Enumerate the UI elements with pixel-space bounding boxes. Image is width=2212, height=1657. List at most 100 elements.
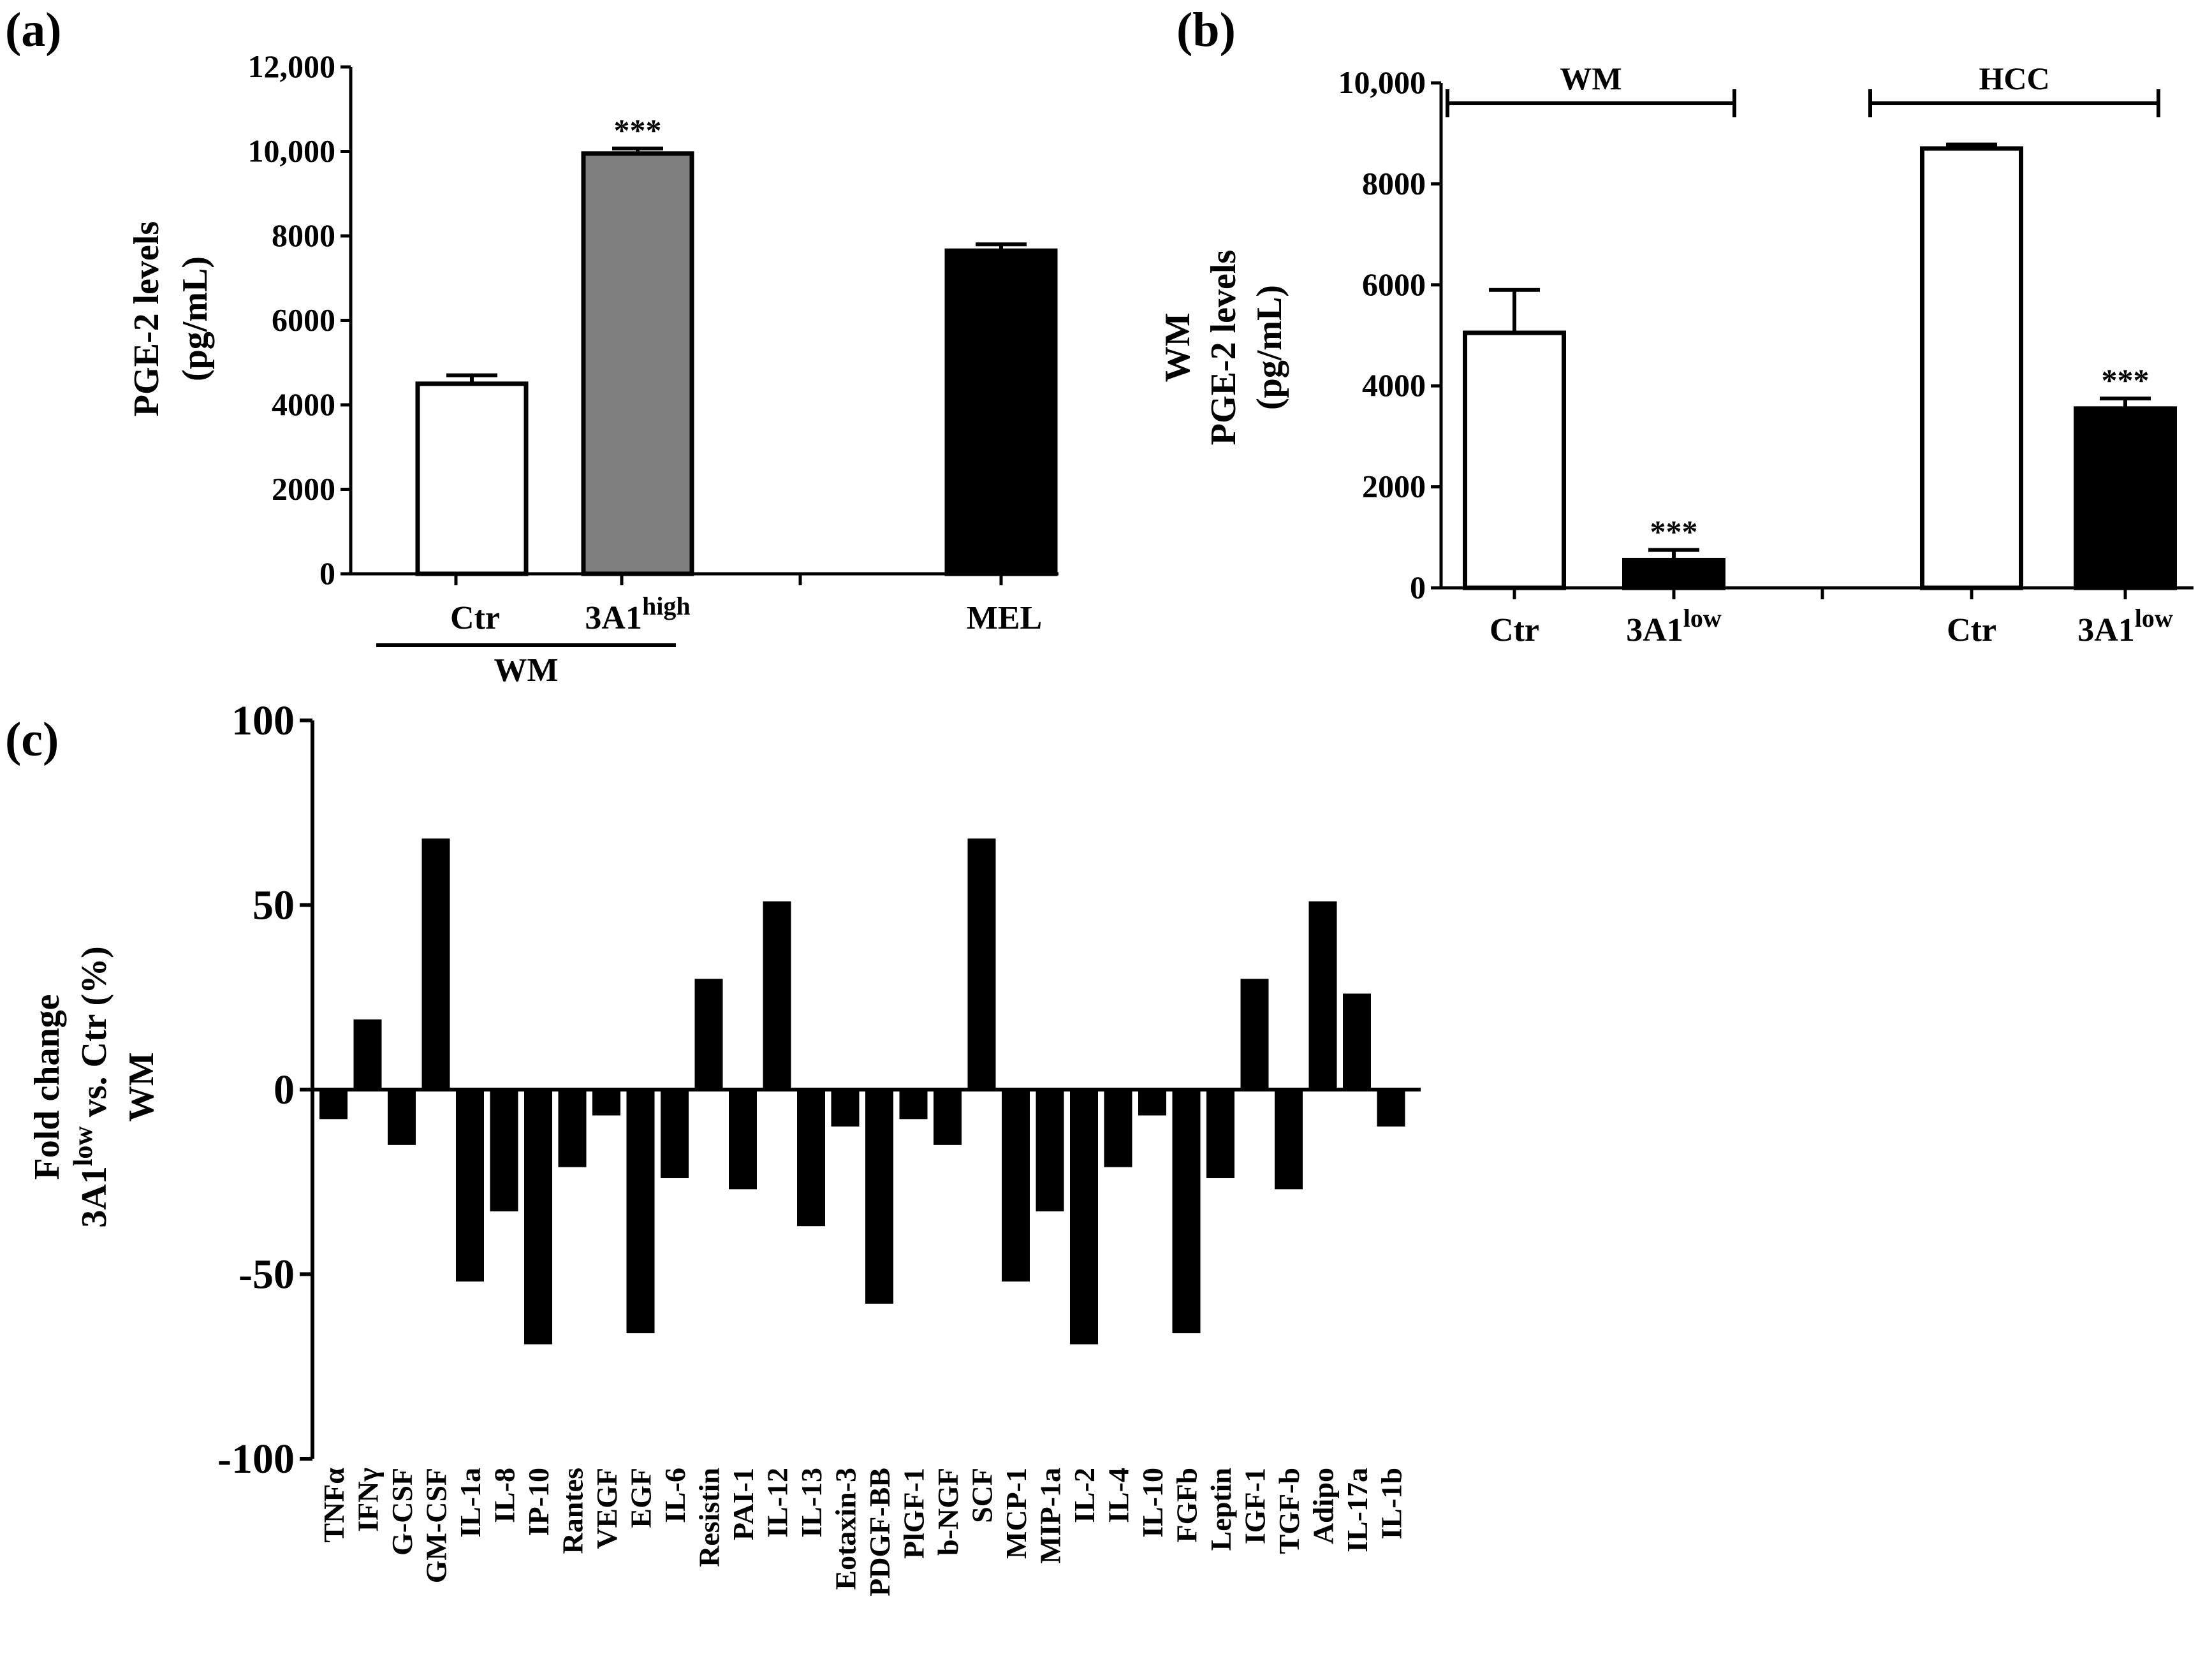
c-x-label-8: VEGF: [590, 1468, 623, 1549]
c-y-label-line: 3A1: [75, 1166, 114, 1227]
panel-label-c: (c): [5, 713, 59, 766]
a-y-tick-label: 0: [319, 555, 335, 591]
c-x-label-4: IL-1a: [454, 1468, 487, 1538]
b-bar-2: [1920, 146, 2023, 590]
c-bar-19: [967, 838, 996, 1090]
c-y-label-sup: low: [69, 1126, 98, 1167]
c-bar-3: [421, 838, 450, 1090]
c-bar-0: [319, 1090, 348, 1120]
c-bar-12: [729, 1090, 757, 1190]
c-x-label-20: MCP-1: [1000, 1468, 1032, 1559]
b-bar-3: [2074, 406, 2177, 590]
c-x-label-24: IL-10: [1136, 1468, 1169, 1538]
a-x-label-mel-base: MEL: [967, 600, 1042, 636]
b-y-tick-label: 8000: [1362, 165, 1426, 201]
c-bar-21: [1036, 1090, 1064, 1212]
b-x-label: 3A1low: [2077, 604, 2173, 648]
b-x-label: 3A1low: [1626, 604, 1722, 648]
c-bar-17: [899, 1090, 928, 1120]
c-bar-11: [694, 979, 723, 1090]
c-x-label-14: IL-13: [795, 1468, 828, 1538]
a-bar-0: [415, 381, 529, 576]
c-x-label-9: EGF: [625, 1468, 657, 1528]
b-y-label-line: PGE-2 levels: [1204, 250, 1243, 445]
c-x-label-27: IGF-1: [1239, 1468, 1271, 1544]
a-group-label: WM: [494, 652, 558, 689]
c-bar-16: [865, 1090, 893, 1304]
b-y-tick-label: 6000: [1362, 266, 1426, 302]
b-x-label-base: Ctr: [1947, 612, 1996, 648]
c-bar-9: [626, 1090, 655, 1334]
a-annotation: ***: [614, 112, 662, 148]
a-y-tick-label: 4000: [272, 386, 335, 422]
c-y-label: Fold change3A1low vs. Ctr (%) WM: [27, 946, 161, 1227]
c-bar-14: [797, 1090, 825, 1227]
b-x-label-base: 3A1: [2077, 612, 2135, 648]
c-bar-20: [1002, 1090, 1030, 1282]
c-x-label-2: G-CSF: [386, 1468, 418, 1556]
b-y-tick-label: 10,000: [1338, 64, 1426, 100]
b-x-label: Ctr: [1947, 612, 1996, 648]
c-bar-7: [558, 1090, 587, 1167]
c-bar-29: [1308, 901, 1337, 1090]
c-x-label-3: GM-CSF: [420, 1468, 453, 1583]
a-y-tick-label: 8000: [272, 217, 335, 253]
c-bar-31: [1377, 1090, 1405, 1127]
c-x-label-10: IL-6: [659, 1468, 691, 1523]
a-x-label-mel: MEL: [967, 600, 1042, 636]
c-bar-24: [1138, 1090, 1166, 1116]
c-y-tick-label: 100: [231, 697, 295, 744]
panel-label-a: (a): [5, 3, 62, 57]
a-y-tick-label: 2000: [272, 471, 335, 507]
a-bar-1: [581, 151, 694, 576]
c-x-label-18: b-NGF: [932, 1468, 964, 1556]
c-bar-23: [1104, 1090, 1132, 1167]
c-x-label-7: Rantes: [557, 1468, 589, 1554]
a-y-tick-label: 6000: [272, 302, 335, 338]
c-bar-30: [1343, 993, 1371, 1090]
c-y-label-line: WM: [122, 1053, 161, 1122]
a-y-tick-label: 10,000: [248, 133, 336, 169]
c-bar-5: [490, 1090, 518, 1212]
a-x-label-3a1-sup: high: [642, 592, 691, 620]
b-y-label-line: (pg/mL): [1250, 285, 1289, 410]
c-bar-2: [388, 1090, 416, 1145]
a-y-label-line: (pg/mL): [175, 256, 215, 381]
c-x-label-21: MIP-1a: [1034, 1468, 1067, 1564]
b-group-label: WM: [1560, 61, 1622, 96]
b-x-label-sup: low: [2135, 604, 2173, 632]
b-annotation: ***: [2102, 362, 2150, 398]
a-bar-2: [944, 248, 1058, 576]
b-x-label-base: 3A1: [1626, 612, 1683, 648]
a-y-label-line: PGE-2 levels: [127, 221, 166, 416]
c-x-label-6: IP-10: [522, 1468, 555, 1536]
b-x-label-sup: low: [1683, 604, 1722, 632]
a-x-label-3a1: 3A1high: [585, 592, 690, 636]
c-bar-8: [592, 1090, 620, 1116]
c-x-label-19: SCF: [966, 1468, 999, 1523]
c-y-tick-label: -100: [217, 1436, 295, 1482]
b-y-tick-label: 4000: [1362, 367, 1426, 403]
c-bar-15: [831, 1090, 860, 1127]
a-x-label-ctr: Ctr: [450, 600, 500, 636]
c-x-label-11: Resistin: [693, 1468, 726, 1567]
c-bar-4: [456, 1090, 484, 1282]
c-x-label-12: PAI-1: [727, 1468, 759, 1540]
c-bar-18: [934, 1090, 962, 1145]
c-x-label-0: TNFα: [318, 1468, 350, 1543]
b-y-label-line: WM: [1158, 313, 1198, 383]
c-x-label-31: IL-1b: [1375, 1468, 1408, 1539]
c-bar-10: [661, 1090, 689, 1178]
b-bar-0: [1463, 330, 1566, 590]
b-annotation: ***: [1650, 514, 1698, 550]
c-x-label-17: PlGF-1: [898, 1468, 930, 1559]
c-x-label-29: Adipo: [1307, 1468, 1340, 1544]
c-x-label-30: IL-17a: [1341, 1468, 1373, 1552]
b-y-tick-label: 2000: [1362, 469, 1426, 504]
b-y-tick-label: 0: [1410, 569, 1426, 605]
c-y-tick-label: 0: [274, 1067, 295, 1113]
panel-label-b: (b): [1176, 3, 1236, 57]
